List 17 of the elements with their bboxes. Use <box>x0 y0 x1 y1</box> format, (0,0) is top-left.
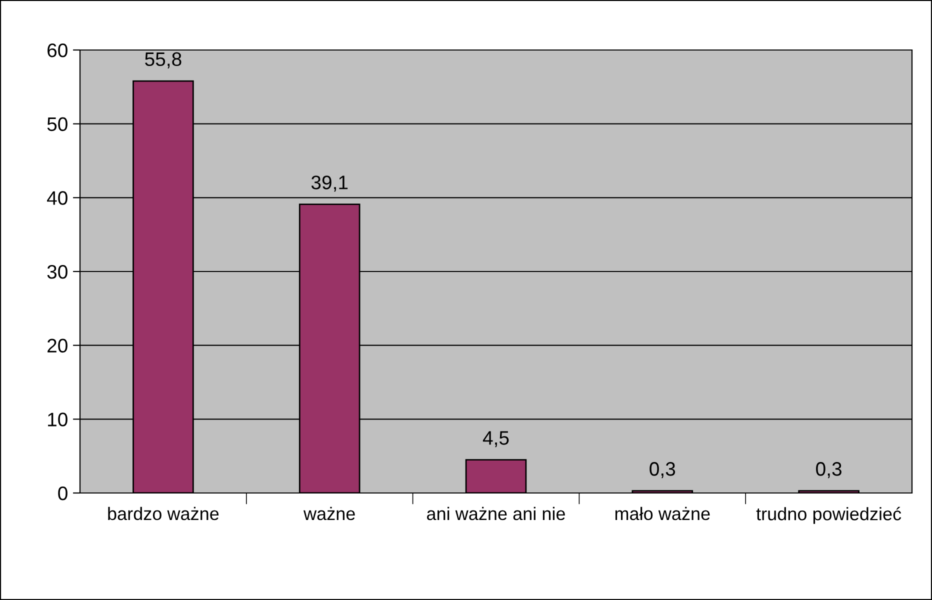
y-tick-label: 60 <box>48 43 68 58</box>
x-tick-label: mało ważne <box>615 506 710 520</box>
x-tick-label: trudno powiedzieć <box>756 506 902 524</box>
x-tick-label: ani ważne ani nie <box>427 506 565 520</box>
data-label: 4,5 <box>482 431 509 448</box>
data-label: 39,1 <box>311 176 348 192</box>
y-tick-label: 10 <box>48 412 68 426</box>
data-label: 55,8 <box>145 52 182 68</box>
y-tick-label: 50 <box>47 117 68 132</box>
y-tick-label: 20 <box>48 338 68 353</box>
data-label: 0,3 <box>816 462 842 478</box>
data-label: 0,3 <box>650 462 676 478</box>
x-tick-label: bardzo ważne <box>108 506 219 520</box>
y-tick-label: 30 <box>47 264 68 279</box>
x-tick-label: ważne <box>303 506 355 520</box>
y-tick-label: 40 <box>47 191 68 205</box>
y-tick-label: 0 <box>58 486 68 500</box>
